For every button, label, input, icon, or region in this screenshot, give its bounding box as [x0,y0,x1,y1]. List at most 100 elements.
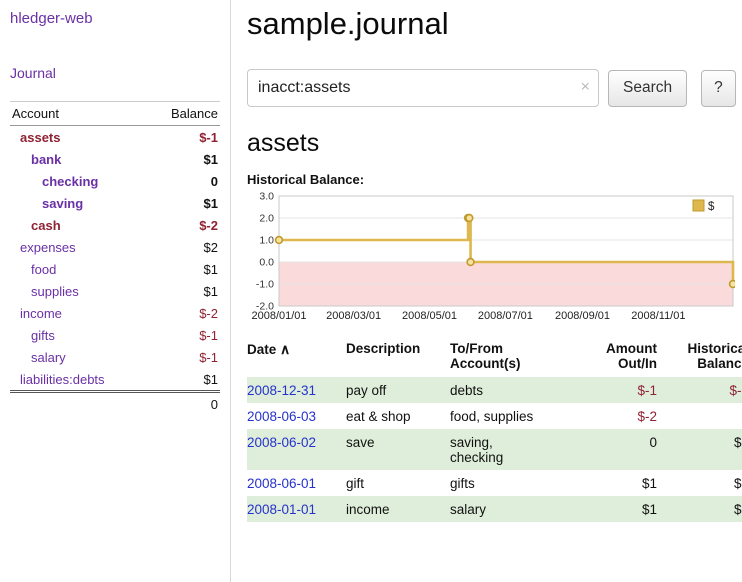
svg-text:1.0: 1.0 [259,235,274,247]
transaction-balance: $2 [661,429,742,470]
account-link[interactable]: bank [31,151,62,167]
account-row: food $1 [10,258,220,280]
svg-text:2008/07/01: 2008/07/01 [478,310,533,322]
transaction-accounts: debts [450,377,579,403]
account-balance: $1 [203,371,218,387]
svg-text:2008/01/01: 2008/01/01 [251,310,306,322]
header-date-label: Date [247,342,277,357]
account-balance: $1 [203,151,218,167]
account-row: supplies $1 [10,280,220,302]
account-row: expenses $2 [10,236,220,258]
svg-text:-1.0: -1.0 [256,279,274,291]
transaction-date-link[interactable]: 2008-06-01 [247,475,317,491]
register-row: 2008-06-02 save saving, checking 0 $2 [247,429,742,470]
account-link[interactable]: expenses [20,239,76,255]
register-row: 2008-12-31 pay off debts $-1 $-1 [247,377,742,403]
svg-text:$: $ [708,201,715,213]
search-bar: × Search ? [247,69,742,107]
search-button[interactable]: Search [608,69,688,107]
register-row: 2008-01-01 income salary $1 $1 [247,496,742,522]
account-link[interactable]: assets [20,129,61,145]
transaction-description: gift [346,475,365,491]
accounts-total-balance: 0 [147,390,220,416]
transaction-balance: $2 [733,475,742,491]
accounts-header-row: Account Balance [10,101,220,126]
account-balance: $1 [203,195,218,211]
transaction-balance: $1 [661,496,742,522]
account-row: checking 0 [10,170,220,192]
account-row: assets $-1 [10,126,220,149]
register-table-body: 2008-12-31 pay off debts $-1 $-1 2008-06… [247,377,742,522]
header-accounts: To/From Account(s) [450,341,521,371]
account-link[interactable]: supplies [31,283,79,299]
nav-journal-link[interactable]: Journal [10,65,56,81]
transaction-description: save [346,429,450,470]
svg-text:2008/11/01: 2008/11/01 [631,310,685,322]
sidebar: hledger-web Journal Account Balance asse… [0,0,231,582]
account-balance: $2 [203,239,218,255]
account-row: liabilities:debts $1 [10,368,220,392]
transaction-date-link[interactable]: 2008-06-02 [247,434,317,450]
transaction-date-link[interactable]: 2008-06-03 [247,408,317,424]
register-row: 2008-06-03 eat & shop food, supplies $-2… [247,403,742,429]
header-description: Description [346,341,421,356]
header-balance: Historical Balance [687,341,742,371]
accounts-table: Account Balance assets $-1 bank $1 check… [10,101,220,416]
register-header-row: Date ∧ Description To/From Account(s) Am… [247,337,742,377]
account-row: salary $-1 [10,346,220,368]
svg-text:2008/03/01: 2008/03/01 [326,310,381,322]
transaction-amount: 0 [579,429,661,470]
account-link[interactable]: food [31,261,57,277]
account-link[interactable]: liabilities:debts [20,371,105,387]
transaction-balance: 0 [661,403,742,429]
transaction-amount: $-1 [579,377,661,403]
header-amount: Amount Out/In [606,341,657,371]
account-link[interactable]: cash [31,217,61,233]
search-input[interactable] [247,69,599,107]
chart-title: Historical Balance: [247,172,365,187]
account-balance: $-1 [199,129,218,145]
account-link[interactable]: income [20,305,62,321]
clear-search-icon[interactable]: × [580,78,590,96]
transaction-description: income [346,496,450,522]
svg-text:2008/05/01: 2008/05/01 [402,310,457,322]
account-balance: $-1 [199,349,218,365]
transaction-accounts: salary [450,496,579,522]
search-input-wrap: × [247,69,599,107]
accounts-total-spacer [10,390,148,416]
account-link[interactable]: gifts [31,327,55,343]
account-row: cash $-2 [10,214,220,236]
register-row: 2008-06-01 gift gifts $1 $2 [247,470,742,496]
account-balance: $-2 [199,305,218,321]
transaction-accounts: food, supplies [450,408,534,424]
app-title-link[interactable]: hledger-web [10,10,93,27]
transaction-amount: $-2 [637,408,657,424]
account-balance: $1 [203,283,218,299]
svg-text:-2.0: -2.0 [256,301,274,313]
sort-ascending-icon: ∧ [280,341,291,357]
account-row: saving $1 [10,192,220,214]
transaction-amount: $1 [641,475,657,491]
accounts-table-body: assets $-1 bank $1 checking 0 saving $1 … [10,126,220,392]
transaction-balance: $-1 [661,377,742,403]
transaction-description: pay off [346,377,450,403]
accounts-header-balance: Balance [147,101,220,126]
account-balance: 0 [210,173,218,189]
transaction-date-link[interactable]: 2008-12-31 [247,382,317,398]
account-balance: $-1 [199,327,218,343]
account-heading: assets [247,129,320,157]
help-button[interactable]: ? [701,69,736,107]
register-table: Date ∧ Description To/From Account(s) Am… [247,337,742,522]
account-link[interactable]: saving [42,195,84,211]
header-date[interactable]: Date ∧ [247,337,346,377]
svg-text:2008/09/01: 2008/09/01 [555,310,610,322]
svg-text:3.0: 3.0 [259,191,274,203]
transaction-date-link[interactable]: 2008-01-01 [247,501,317,517]
account-link[interactable]: salary [31,349,66,365]
accounts-header-account: Account [10,101,148,126]
transaction-amount: $1 [579,496,661,522]
account-link[interactable]: checking [42,173,99,189]
svg-text:2.0: 2.0 [259,213,274,225]
